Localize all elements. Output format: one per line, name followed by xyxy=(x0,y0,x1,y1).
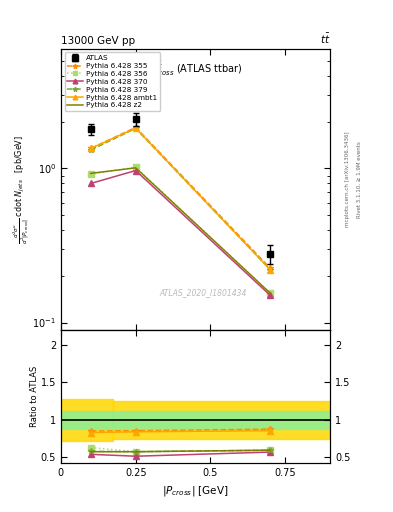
Text: 13000 GeV pp: 13000 GeV pp xyxy=(61,36,135,46)
Text: $t\bar{t}$: $t\bar{t}$ xyxy=(320,32,330,46)
Pythia 6.428 379 xyxy=(268,267,273,273)
Pythia 6.428 ambt1 xyxy=(88,145,93,152)
Pythia 6.428 ambt1 xyxy=(268,267,273,273)
Text: ATLAS_2020_I1801434: ATLAS_2020_I1801434 xyxy=(160,289,247,297)
Pythia 6.428 379 xyxy=(133,125,138,132)
Line: Pythia 6.428 z2: Pythia 6.428 z2 xyxy=(91,168,270,293)
Y-axis label: $\frac{d^2\sigma^u}{d^2|P_{cross}|}$ cdot $N_{jets}$   [pb/GeV]: $\frac{d^2\sigma^u}{d^2|P_{cross}|}$ cdo… xyxy=(11,135,31,244)
Line: Pythia 6.428 ambt1: Pythia 6.428 ambt1 xyxy=(88,125,273,272)
Pythia 6.428 z2 xyxy=(133,165,138,171)
Pythia 6.428 355 xyxy=(268,265,273,271)
Bar xyxy=(61,399,113,441)
Line: Pythia 6.428 355: Pythia 6.428 355 xyxy=(88,124,273,271)
Pythia 6.428 379 xyxy=(88,147,93,153)
Pythia 6.428 z2 xyxy=(88,170,93,177)
Pythia 6.428 z2 xyxy=(268,290,273,296)
Bar xyxy=(113,401,360,439)
Pythia 6.428 356 xyxy=(133,164,138,170)
Line: Pythia 6.428 356: Pythia 6.428 356 xyxy=(88,164,273,296)
Bar xyxy=(61,411,113,429)
Text: $P_{cross}^{t\bar{t}}$ (ATLAS ttbar): $P_{cross}^{t\bar{t}}$ (ATLAS ttbar) xyxy=(149,60,242,78)
Pythia 6.428 370 xyxy=(268,292,273,298)
Pythia 6.428 ambt1 xyxy=(133,125,138,131)
Y-axis label: Ratio to ATLAS: Ratio to ATLAS xyxy=(30,366,39,427)
Bar xyxy=(113,411,360,429)
Pythia 6.428 356 xyxy=(88,171,93,177)
Line: Pythia 6.428 379: Pythia 6.428 379 xyxy=(88,125,273,272)
Text: Rivet 3.1.10, ≥ 1.9M events: Rivet 3.1.10, ≥ 1.9M events xyxy=(357,141,362,218)
Line: Pythia 6.428 370: Pythia 6.428 370 xyxy=(88,168,273,298)
Text: mcplots.cern.ch [arXiv:1306.3436]: mcplots.cern.ch [arXiv:1306.3436] xyxy=(345,132,350,227)
X-axis label: $|P_{cross}|$ [GeV]: $|P_{cross}|$ [GeV] xyxy=(162,484,229,498)
Pythia 6.428 370 xyxy=(88,180,93,186)
Pythia 6.428 356 xyxy=(268,290,273,296)
Legend: ATLAS, Pythia 6.428 355, Pythia 6.428 356, Pythia 6.428 370, Pythia 6.428 379, P: ATLAS, Pythia 6.428 355, Pythia 6.428 35… xyxy=(64,52,160,111)
Pythia 6.428 355 xyxy=(133,124,138,131)
Pythia 6.428 370 xyxy=(133,167,138,174)
Pythia 6.428 355 xyxy=(88,145,93,152)
